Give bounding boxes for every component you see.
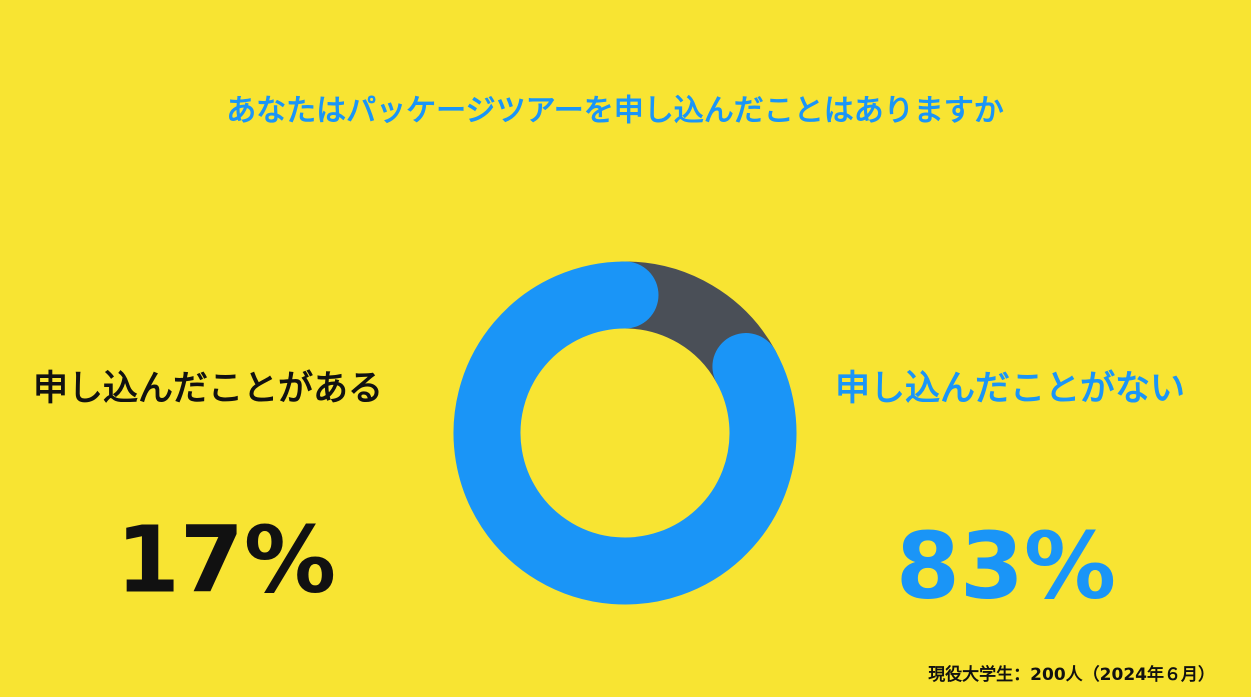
category-label: 申し込んだことがない: [835, 369, 1185, 409]
category-label: 申し込んだことがある: [33, 369, 383, 409]
donut-segment: [453, 261, 797, 605]
value-label: 83%: [896, 512, 1116, 619]
chart-title: あなたはパッケージツアーを申し込んだことはありますか: [226, 94, 1004, 129]
note: 現役大学生：200人（2024年６月）: [928, 664, 1215, 685]
value-label: 17%: [116, 506, 336, 613]
